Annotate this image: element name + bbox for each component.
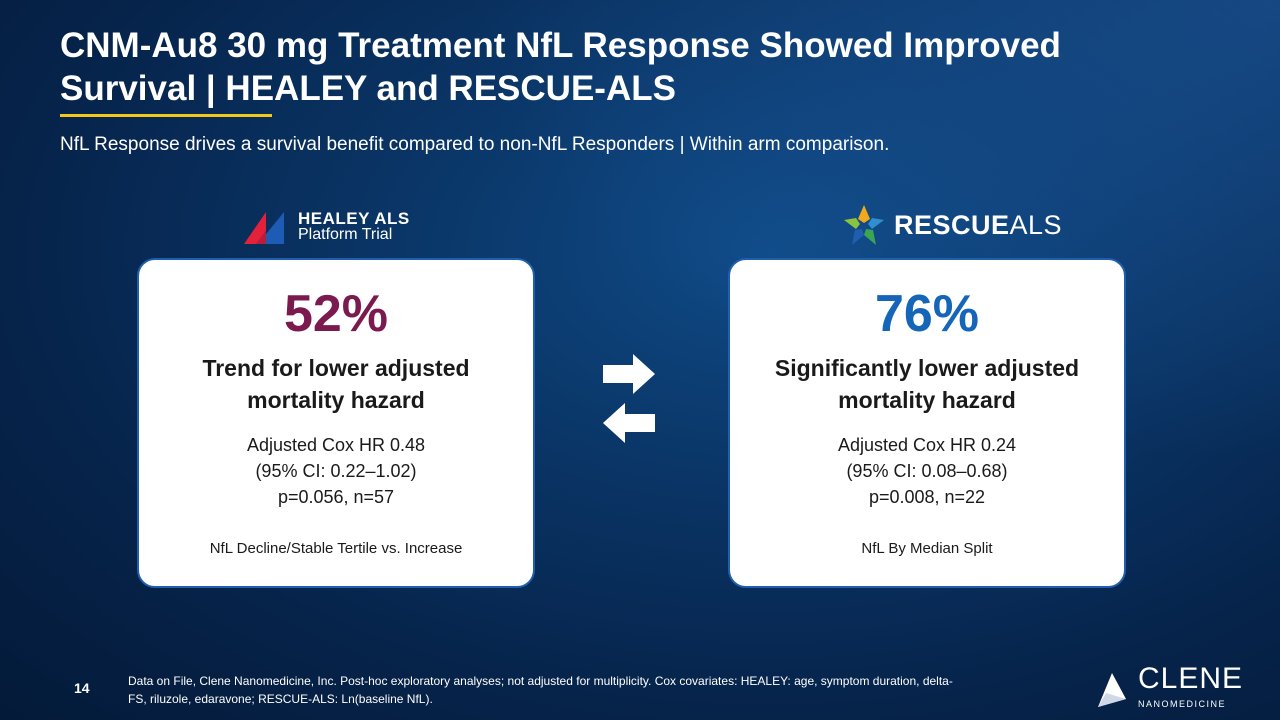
rescue-percent: 76%	[874, 285, 980, 343]
slide-title: CNM-Au8 30 mg Treatment NfL Response Sho…	[60, 26, 1061, 108]
rescue-method: NfL By Median Split	[861, 540, 993, 557]
rescue-headline-line2: mortality hazard	[838, 387, 1016, 413]
healey-stats: Adjusted Cox HR 0.48 (95% CI: 0.22–1.02)…	[139, 432, 533, 510]
rescue-headline-line1: Significantly lower adjusted	[774, 355, 1080, 381]
title-underline	[60, 114, 272, 117]
rescue-logo: RESCUEALS	[842, 203, 1062, 247]
arrow-left-icon	[603, 403, 655, 443]
clene-logo-subword: NANOMEDICINE	[1138, 699, 1227, 709]
healey-result-card: 52% Trend for lower adjusted mortality h…	[137, 258, 535, 588]
rescue-headline: Significantly lower adjusted mortality h…	[730, 352, 1124, 416]
healey-headline-line1: Trend for lower adjusted	[202, 355, 470, 381]
healey-stat-hr: Adjusted Cox HR 0.48	[246, 435, 426, 455]
page-number: 14	[74, 680, 90, 696]
healey-stat-p: p=0.056, n=57	[277, 487, 395, 507]
healey-method: NfL Decline/Stable Tertile vs. Increase	[209, 540, 463, 557]
rescue-star-icon	[844, 205, 884, 245]
healey-logo: HEALEY ALS Platform Trial	[244, 210, 410, 244]
clene-logo-word: CLENE	[1138, 662, 1244, 695]
healey-headline-line2: mortality hazard	[247, 387, 425, 413]
healey-headline: Trend for lower adjusted mortality hazar…	[139, 352, 533, 416]
healey-logo-line1: HEALEY ALS	[298, 209, 410, 228]
rescue-logo-light: ALS	[1009, 209, 1063, 240]
rescue-stat-ci: (95% CI: 0.08–0.68)	[846, 461, 1008, 481]
rescue-result-card: 76% Significantly lower adjusted mortali…	[728, 258, 1126, 588]
arrow-right-icon	[603, 354, 655, 394]
healey-logo-line2: Platform Trial	[298, 226, 393, 243]
rescue-logo-text: RESCUEALS	[894, 210, 1062, 241]
slide-subtitle: NfL Response drives a survival benefit c…	[60, 134, 890, 155]
rescue-logo-bold: RESCUE	[894, 209, 1010, 240]
healey-logo-icon	[244, 212, 284, 244]
rescue-stat-hr: Adjusted Cox HR 0.24	[837, 435, 1017, 455]
clene-logo: CLENE NANOMEDICINE	[1092, 664, 1243, 714]
healey-percent: 52%	[283, 285, 389, 343]
rescue-stat-p: p=0.008, n=22	[868, 487, 986, 507]
clene-logo-icon	[1098, 673, 1126, 707]
rescue-stats: Adjusted Cox HR 0.24 (95% CI: 0.08–0.68)…	[730, 432, 1124, 510]
footnote: Data on File, Clene Nanomedicine, Inc. P…	[128, 674, 953, 706]
healey-stat-ci: (95% CI: 0.22–1.02)	[255, 461, 417, 481]
